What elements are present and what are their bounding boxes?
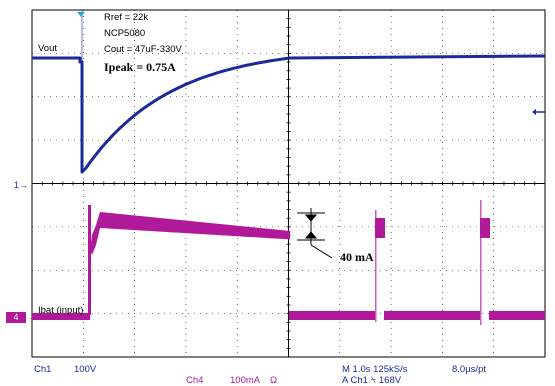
ch4-scale[interactable]: 100mA	[230, 375, 261, 386]
ch4-ground-marker-icon[interactable]: 4	[6, 312, 26, 323]
ch4-name[interactable]: Ch4	[186, 375, 204, 386]
trigger-slope-icon: ⍀	[370, 375, 377, 386]
part-annotation: NCP5080	[104, 28, 146, 39]
vout-trace	[32, 10, 546, 174]
trigger-prefix: A	[342, 375, 348, 386]
ch1-name[interactable]: Ch1	[34, 364, 52, 375]
delta-current-annotation: 40 mA	[340, 250, 374, 264]
trigger-level-arrow-icon[interactable]	[532, 109, 545, 115]
trigger-level: 168V	[378, 375, 402, 386]
ch1-marker-label: 1	[14, 180, 20, 190]
ibat-trace	[32, 200, 545, 325]
cout-annotation: Cout = 47uF-330V	[104, 44, 182, 55]
timebase: M 1.0s	[342, 364, 371, 375]
ch4-termination-icon: Ω	[270, 375, 278, 386]
trigger-readout[interactable]: A Ch1 ⍀ 168V	[342, 375, 401, 386]
ch1-scale[interactable]: 100V	[74, 364, 97, 375]
ipeak-annotation: Ipeak = 0.75A	[104, 60, 176, 74]
ch1-ground-marker-icon[interactable]: 1→	[14, 180, 29, 190]
record-length: 8.0µs/pt	[452, 364, 486, 375]
timebase-readout[interactable]: M 1.0s 125kS/s	[342, 364, 407, 375]
sample-rate: 125kS/s	[373, 364, 408, 375]
ch4-marker-label: 4	[13, 312, 19, 322]
rref-annotation: Rref = 22k	[104, 12, 149, 23]
ibat-label: Ibat (input)	[38, 305, 84, 316]
trigger-position-icon[interactable]	[77, 12, 85, 17]
graticule	[31, 9, 546, 358]
delta-current-marker	[297, 208, 333, 259]
vout-label: Vout	[38, 43, 58, 54]
trigger-source: Ch1	[350, 375, 368, 386]
